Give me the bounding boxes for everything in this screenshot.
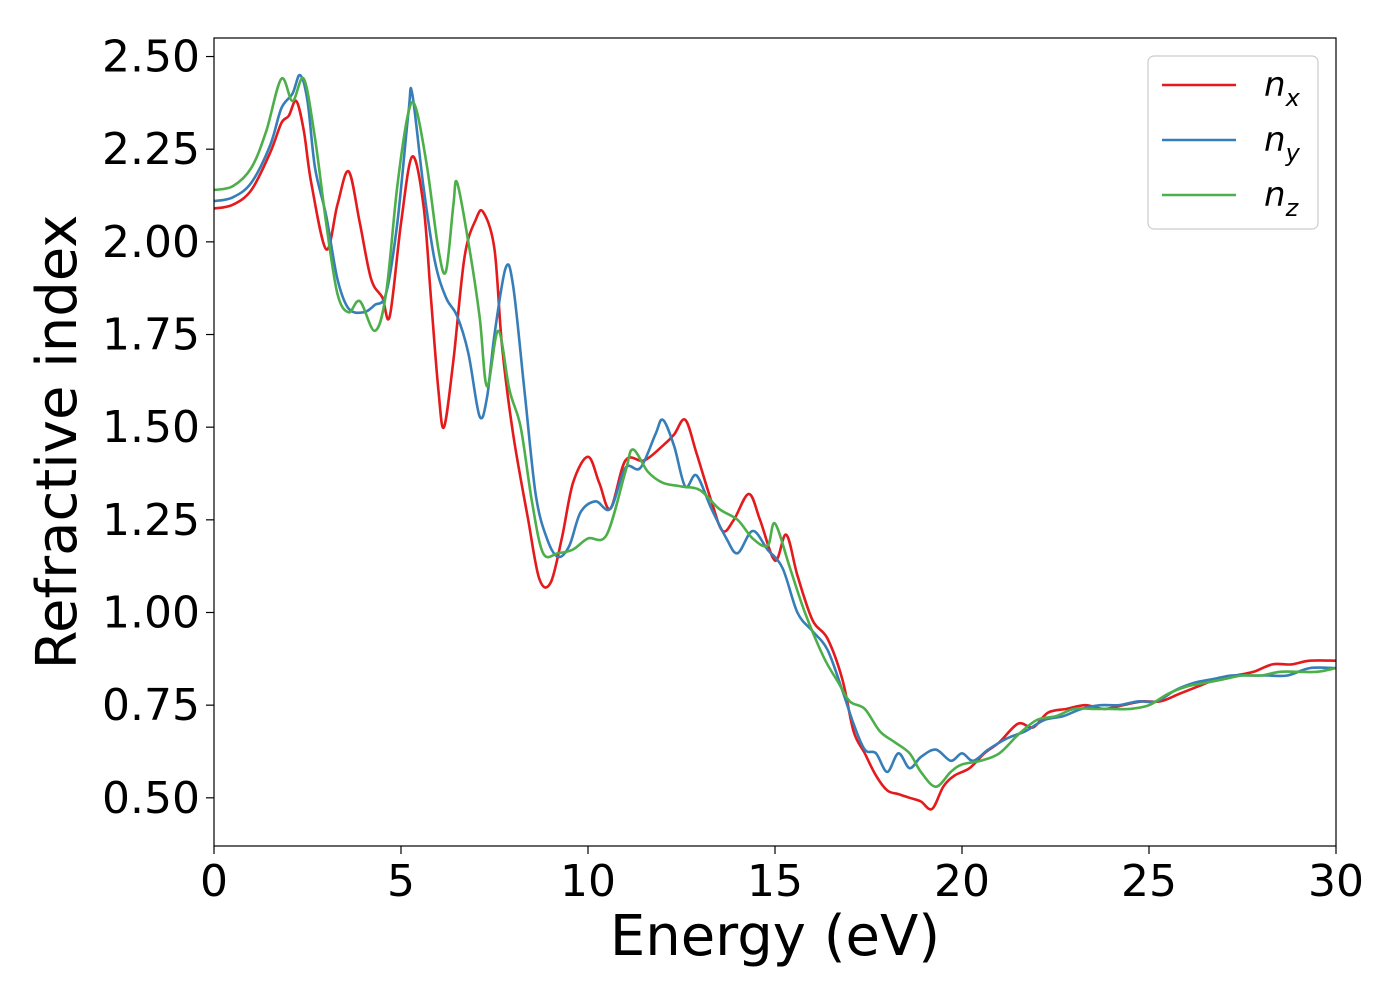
legend-label-y: ny <box>1264 120 1301 167</box>
x-tick-label: 15 <box>747 856 803 907</box>
y-tick-label: 2.50 <box>102 32 200 83</box>
y-axis: 0.50 0.75 1.00 1.25 1.50 1.75 2.00 2.25 2.50 <box>102 32 214 824</box>
y-tick-label: 2.00 <box>102 217 200 268</box>
legend: nx ny nz <box>1147 55 1319 230</box>
x-tick-label: 0 <box>200 856 228 907</box>
series-line-z <box>214 76 1336 788</box>
y-tick-label: 1.50 <box>102 402 200 453</box>
x-tick-label: 30 <box>1308 856 1364 907</box>
legend-box <box>1147 55 1319 230</box>
x-tick-label: 25 <box>1121 856 1177 907</box>
y-tick-label: 2.25 <box>102 124 200 175</box>
x-tick-label: 10 <box>560 856 616 907</box>
y-tick-label: 0.75 <box>102 680 200 731</box>
y-axis-label: Refractive index <box>25 215 90 670</box>
y-tick-label: 0.50 <box>102 773 200 824</box>
x-axis-label: Energy (eV) <box>610 904 940 969</box>
series-layer <box>214 73 1336 811</box>
x-tick-label: 5 <box>387 856 415 907</box>
legend-label-x: nx <box>1264 65 1301 112</box>
y-tick-label: 1.25 <box>102 495 200 546</box>
legend-label-z: nz <box>1264 175 1300 222</box>
x-axis: 0 5 10 15 20 25 30 <box>200 846 1364 907</box>
y-tick-label: 1.75 <box>102 310 200 361</box>
y-tick-label: 1.00 <box>102 587 200 638</box>
x-tick-label: 20 <box>934 856 990 907</box>
